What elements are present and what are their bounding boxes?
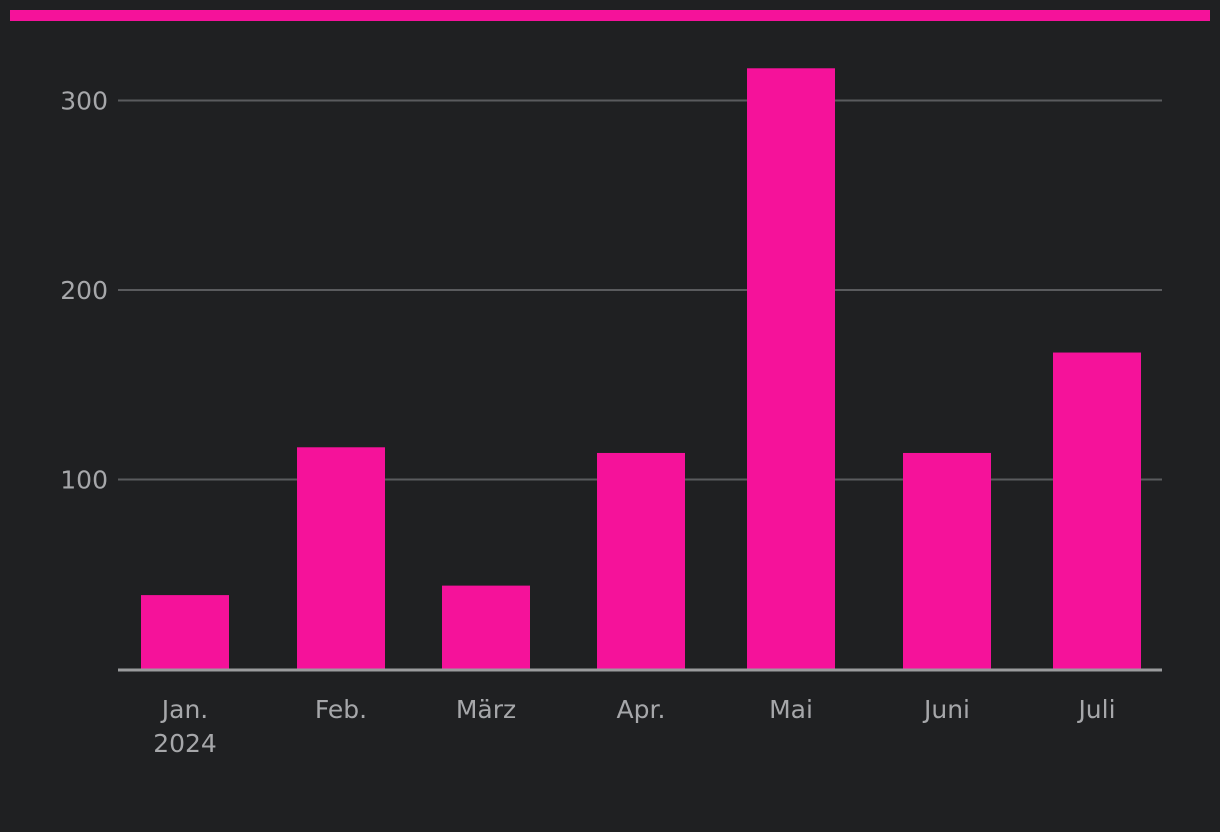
y-tick-label: 200	[60, 276, 108, 305]
x-category-label: Jan.	[160, 695, 208, 724]
x-category-label: Juni	[922, 695, 970, 724]
y-axis-tick-labels: 100 200 300	[60, 87, 108, 495]
bar-Jan.	[141, 595, 229, 669]
x-category-label: Juli	[1076, 695, 1115, 724]
y-tick-label: 300	[60, 87, 108, 116]
y-tick-label: 100	[60, 466, 108, 495]
gridlines	[118, 99, 1162, 481]
bar-Apr.	[597, 452, 685, 669]
bar-März	[442, 585, 530, 669]
bars	[141, 68, 1141, 669]
x-category-label: Apr.	[617, 695, 666, 724]
bar-Feb.	[297, 447, 385, 669]
x-category-label: Feb.	[315, 695, 367, 724]
bar-Juni	[903, 452, 991, 669]
x-category-label: März	[456, 695, 516, 724]
bar-Juli	[1053, 352, 1141, 669]
x-category-sublabel: 2024	[153, 729, 217, 758]
bar-Mai	[747, 68, 835, 669]
x-category-label: Mai	[769, 695, 813, 724]
accent-bar	[10, 10, 1210, 21]
x-axis-labels: Jan. 2024 Feb. März Apr. Mai Juni Juli	[153, 695, 1115, 758]
